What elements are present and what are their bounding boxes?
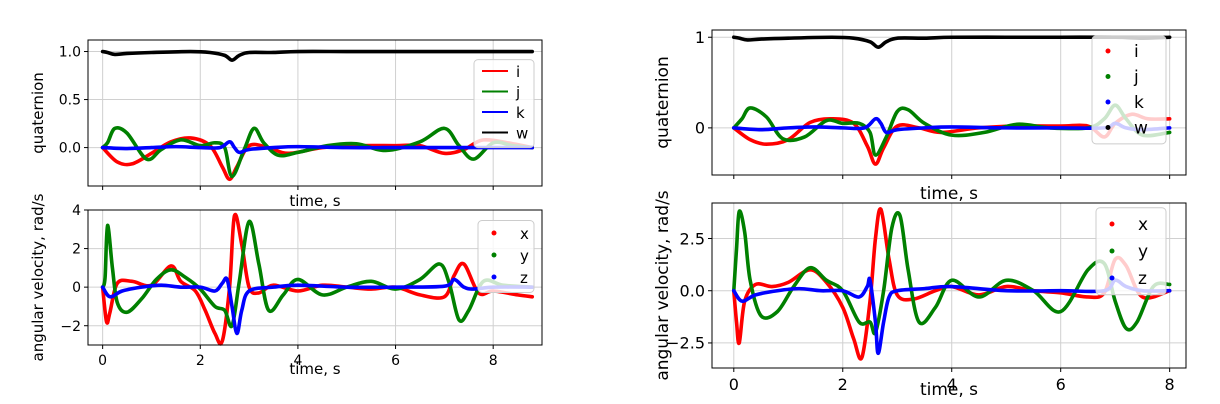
x-axis-label: time, s [289,192,340,210]
legend-box [1091,35,1167,145]
x-tick-label: 8 [1165,375,1175,394]
legend-swatch-z [1109,275,1115,281]
x-tick-label: 8 [489,353,498,369]
x-tick-label: 4 [293,353,302,369]
chart-panel-left-bottom: 0 2 4 6 8 −2 0 2 4 xyz time, s angular velocity, ra… [29,193,543,378]
legend-swatch-y [1109,248,1115,254]
x-tick-label: 6 [391,353,400,369]
y-tick-label: 4 [72,203,81,219]
x-tick-label: 4 [947,375,957,394]
x-tick-label: 6 [1056,375,1066,394]
x-axis-label: time, s [920,184,978,204]
legend-label-y: y [1138,242,1148,262]
legend-label-z: z [520,269,528,287]
x-axis-label: time, s [920,380,978,400]
series-line-w [100,49,535,62]
legend-swatch-k [1105,99,1111,105]
y-tick-label: 2.5 [680,229,705,248]
y-tick-label: 0.0 [680,281,705,300]
legend-label-w: w [1134,119,1148,139]
y-axis-label: quaternion [29,72,47,154]
legend-swatch-x [491,230,497,236]
y-tick-label: 1 [695,28,705,47]
legend-swatch-i [1105,48,1111,54]
series-line-x [731,207,1172,361]
legend-swatch-x [1109,221,1115,227]
legend-label-k: k [516,104,525,122]
x-axis-label: time, s [289,360,340,378]
legend-label-j: j [1133,68,1139,88]
legend: xyz [477,220,535,293]
y-tick-label: 1.0 [59,45,81,61]
y-tick-label: 2 [72,242,81,258]
series-line-y [100,219,535,329]
legend-label-z: z [1138,269,1147,289]
legend-swatch-j [1105,74,1111,79]
series-line-k [100,140,535,155]
legend-swatch-y [491,252,497,258]
chart-panel-right-bottom: 0 2 4 6 8 −2.5 0.0 2.5 xyz time, s angular velocit… [653,190,1187,400]
series-line-z [100,276,535,336]
y-tick-label: 0.5 [59,93,81,109]
legend-box [1095,207,1167,296]
x-tick-label: 0 [729,375,739,394]
x-tick-label: 2 [196,353,205,369]
y-axis-label: angular velocity, rad/s [29,193,47,361]
legend-label-y: y [520,247,529,265]
legend-label-x: x [520,225,529,243]
legend-label-w: w [516,125,528,143]
legend-label-i: i [1134,42,1139,62]
y-tick-label: −2 [60,319,81,335]
y-tick-label: 0 [695,119,705,138]
legend-swatch-z [491,274,497,280]
axes-frame [87,39,543,187]
legend-label-j: j [515,84,520,102]
legend-box [477,220,535,293]
legend-label-i: i [516,63,520,81]
x-tick-label: 2 [838,375,848,394]
axes-frame [711,202,1187,369]
x-tick-label: 0 [98,353,107,369]
legend-label-k: k [1134,93,1144,113]
series-line-x [100,212,535,346]
series-line-j [100,125,535,179]
series-line-w [731,35,1172,50]
y-tick-label: −2.5 [666,334,705,353]
legend: xyz [1095,207,1167,296]
y-tick-label: 0 [72,280,81,296]
legend-label-x: x [1138,215,1148,235]
axes-frame [711,29,1187,176]
axes-frame [87,209,543,346]
legend-swatch-w [1105,125,1111,130]
y-axis-label: angular velocity, rad/s [653,190,673,380]
y-tick-label: 0.0 [59,141,81,157]
legend-box [473,59,535,149]
y-axis-label: quaternion [653,56,673,148]
